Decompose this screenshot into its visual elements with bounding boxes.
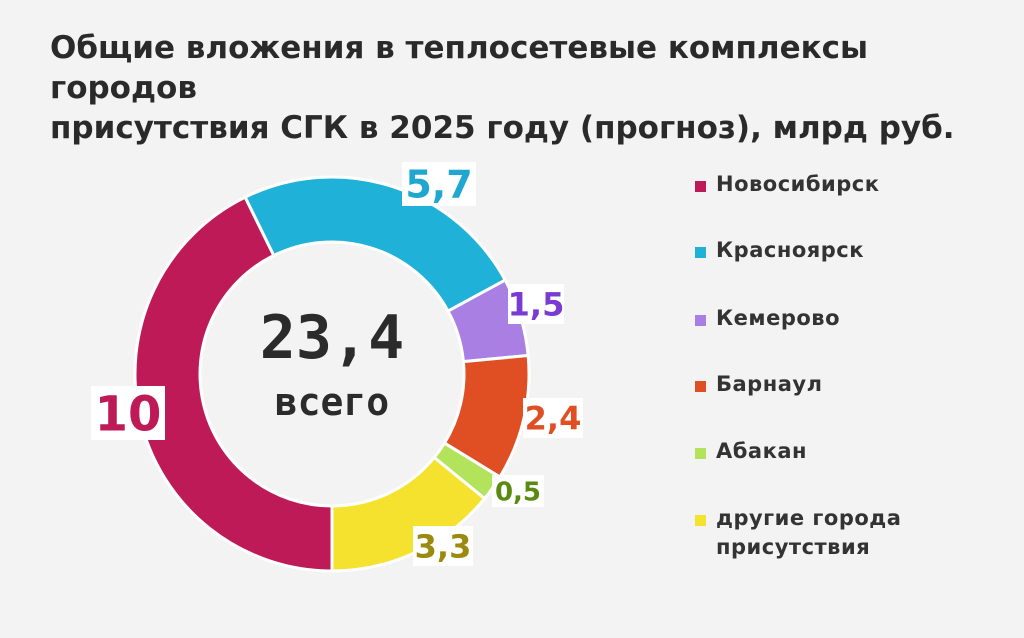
value-label-box <box>91 386 165 440</box>
legend-swatch <box>695 381 706 392</box>
legend-label: Кемерово <box>716 306 840 330</box>
legend-label: Абакан <box>716 439 808 463</box>
chart-title-line-2: присутствия СГК в 2025 году (прогноз), м… <box>50 110 955 146</box>
donut-slice <box>133 195 334 573</box>
value-label-box <box>523 398 583 438</box>
value-label-box <box>413 526 473 566</box>
donut-slices <box>133 175 531 573</box>
value-label-text: 3,3 <box>415 528 472 566</box>
center-label: всего <box>275 380 389 424</box>
legend-item: Абакан <box>695 437 1015 466</box>
legend-swatch <box>695 315 706 326</box>
chart-title-line-1: Общие вложения в теплосетевые комплексы … <box>50 30 869 106</box>
value-label: 0,5 <box>492 475 544 507</box>
legend-label: Красноярск <box>716 238 864 262</box>
value-label-box <box>508 284 564 324</box>
center-total: 23,4 <box>260 303 405 373</box>
legend-swatch <box>695 181 706 192</box>
legend-label: Новосибирск <box>716 172 880 196</box>
value-label-box <box>492 475 544 507</box>
value-labels: 10 5,7 1,5 2,4 0,5 3,3 <box>91 162 583 566</box>
value-label: 5,7 <box>402 162 476 207</box>
value-label-text: 0,5 <box>495 477 541 507</box>
legend-swatch <box>695 448 706 459</box>
legend-label: Барнаул <box>716 372 823 396</box>
legend-swatch <box>695 515 706 526</box>
legend-swatch <box>695 247 706 258</box>
value-label-box <box>402 162 476 206</box>
chart-title: Общие вложения в теплосетевые комплексы … <box>50 28 990 148</box>
value-label-text: 1,5 <box>508 286 565 324</box>
legend-item: Новосибирск <box>695 170 1015 199</box>
value-label: 3,3 <box>413 526 473 566</box>
legend-item: Барнаул <box>695 370 1015 399</box>
value-label: 1,5 <box>508 284 565 324</box>
legend-item: Красноярск <box>695 236 1015 265</box>
value-label: 2,4 <box>523 398 583 438</box>
value-label-text: 5,7 <box>405 163 472 207</box>
legend-label: другие города присутствия <box>716 506 902 559</box>
legend-item: Кемерово <box>695 304 1015 333</box>
value-label-text: 2,4 <box>525 400 582 438</box>
legend-item: другие города присутствия <box>695 504 1015 562</box>
value-label: 10 <box>91 386 165 442</box>
value-label-text: 10 <box>95 386 162 442</box>
